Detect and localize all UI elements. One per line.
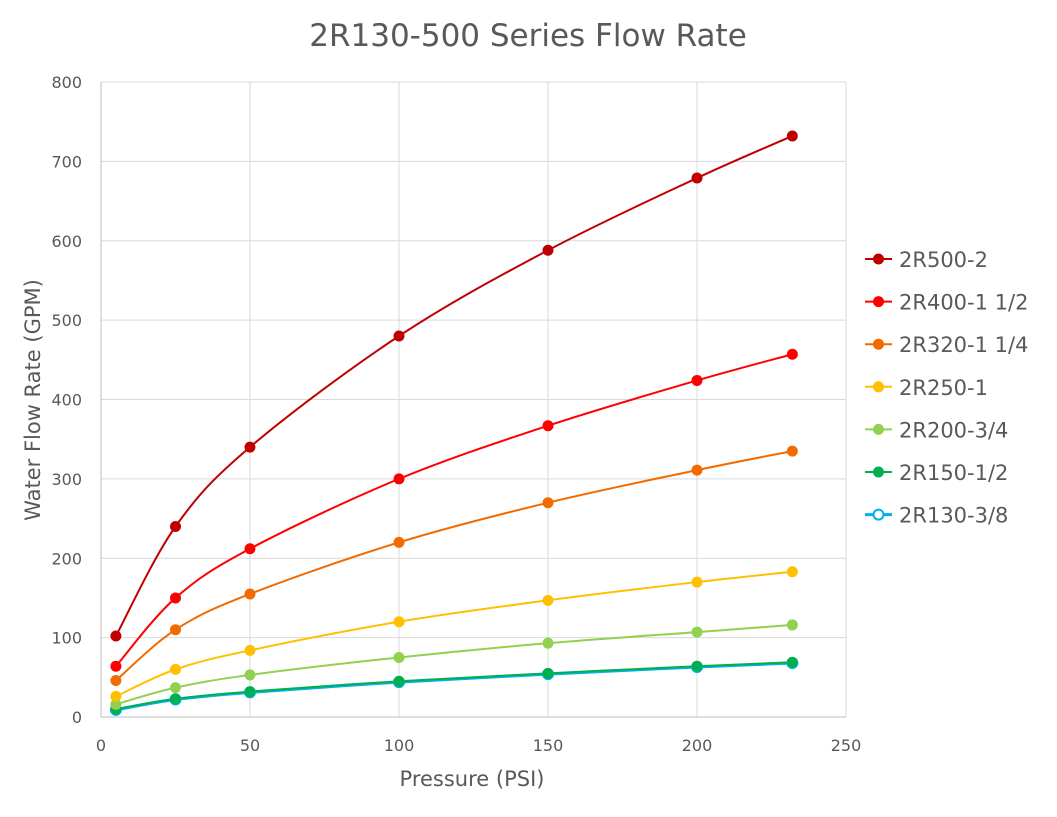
legend-swatch-marker bbox=[873, 338, 884, 350]
data-point bbox=[393, 330, 405, 342]
data-point bbox=[393, 536, 405, 548]
legend: 2R500-2 2R400-1 1/2 2R320-1 1/4 2R250-1 2R20… bbox=[865, 248, 1028, 528]
legend-entry-label: 2R130-3/8 bbox=[899, 504, 1008, 528]
data-point bbox=[786, 619, 798, 631]
data-point bbox=[110, 674, 122, 686]
y-axis-title: Water Flow Rate (GPM) bbox=[21, 279, 45, 521]
data-point bbox=[542, 667, 554, 679]
legend-swatch-marker bbox=[873, 381, 884, 393]
data-point bbox=[170, 663, 181, 675]
data-point bbox=[244, 669, 256, 681]
data-point bbox=[170, 592, 181, 604]
data-point bbox=[542, 420, 554, 432]
y-tick-label: 200 bbox=[51, 549, 82, 568]
y-tick-label: 400 bbox=[51, 391, 82, 410]
series-lines bbox=[115, 135, 793, 712]
y-tick-label: 0 bbox=[72, 708, 82, 727]
series-line-0 bbox=[115, 135, 793, 637]
data-point bbox=[244, 543, 256, 555]
y-tick-label: 500 bbox=[51, 311, 82, 330]
legend-swatch-marker bbox=[873, 296, 884, 308]
data-point bbox=[244, 644, 256, 656]
data-point bbox=[244, 686, 256, 698]
data-point bbox=[691, 464, 703, 476]
y-tick-label: 300 bbox=[51, 470, 82, 489]
data-point bbox=[786, 566, 798, 578]
data-point bbox=[393, 473, 405, 485]
y-tick-label: 600 bbox=[51, 232, 82, 251]
legend-swatch-marker bbox=[873, 253, 884, 265]
data-point bbox=[786, 656, 798, 668]
series-line-6 bbox=[115, 661, 793, 712]
data-point bbox=[691, 374, 703, 386]
data-point bbox=[110, 630, 122, 642]
data-point bbox=[542, 637, 554, 649]
series-line-2 bbox=[115, 450, 793, 682]
legend-entry-label: 2R150-1/2 bbox=[899, 461, 1008, 485]
data-point bbox=[110, 660, 122, 672]
legend-entry-label: 2R320-1 1/4 bbox=[899, 333, 1028, 357]
y-tick-label: 800 bbox=[51, 73, 82, 92]
series-line-4 bbox=[115, 623, 793, 706]
legend-swatch-marker bbox=[873, 423, 884, 435]
legend-entry-label: 2R500-2 bbox=[899, 248, 988, 272]
x-tick-label: 250 bbox=[831, 736, 862, 755]
series-line-1 bbox=[115, 353, 793, 667]
data-point bbox=[786, 348, 798, 360]
data-point bbox=[393, 616, 405, 628]
data-point bbox=[786, 130, 798, 142]
legend-entry-label: 2R250-1 bbox=[899, 376, 988, 400]
gridlines bbox=[101, 81, 847, 717]
y-tick-label: 100 bbox=[51, 629, 82, 648]
x-tick-label: 50 bbox=[240, 736, 260, 755]
data-point bbox=[786, 445, 798, 457]
y-tick-label: 700 bbox=[51, 152, 82, 171]
data-point bbox=[244, 588, 256, 600]
data-point bbox=[170, 624, 181, 636]
data-point bbox=[110, 690, 122, 702]
series-line-5 bbox=[115, 661, 793, 711]
x-axis-title: Pressure (PSI) bbox=[400, 767, 545, 791]
data-point bbox=[691, 660, 703, 672]
chart-title: 2R130-500 Series Flow Rate bbox=[309, 18, 747, 54]
data-point bbox=[244, 441, 256, 453]
series-markers bbox=[109, 130, 799, 716]
data-point bbox=[393, 675, 405, 687]
legend-entry-label: 2R200-3/4 bbox=[899, 418, 1008, 442]
legend-swatch-marker bbox=[872, 508, 885, 521]
data-point bbox=[393, 651, 405, 663]
data-point bbox=[170, 693, 181, 705]
legend-swatch-marker bbox=[873, 466, 884, 478]
axes: 0 100 200 300 400 500 600 700 800 0 50 100 150 200 250 bbox=[51, 73, 861, 755]
data-point bbox=[542, 594, 554, 606]
x-tick-label: 0 bbox=[96, 736, 106, 755]
x-tick-label: 150 bbox=[533, 736, 564, 755]
x-tick-label: 100 bbox=[384, 736, 415, 755]
legend-entry-label: 2R400-1 1/2 bbox=[899, 291, 1028, 315]
data-point bbox=[691, 626, 703, 638]
data-point bbox=[691, 172, 703, 184]
data-point bbox=[542, 497, 554, 509]
x-tick-label: 200 bbox=[682, 736, 713, 755]
data-point bbox=[170, 682, 181, 694]
data-point bbox=[542, 244, 554, 256]
data-point bbox=[170, 521, 181, 532]
data-point bbox=[691, 576, 703, 588]
